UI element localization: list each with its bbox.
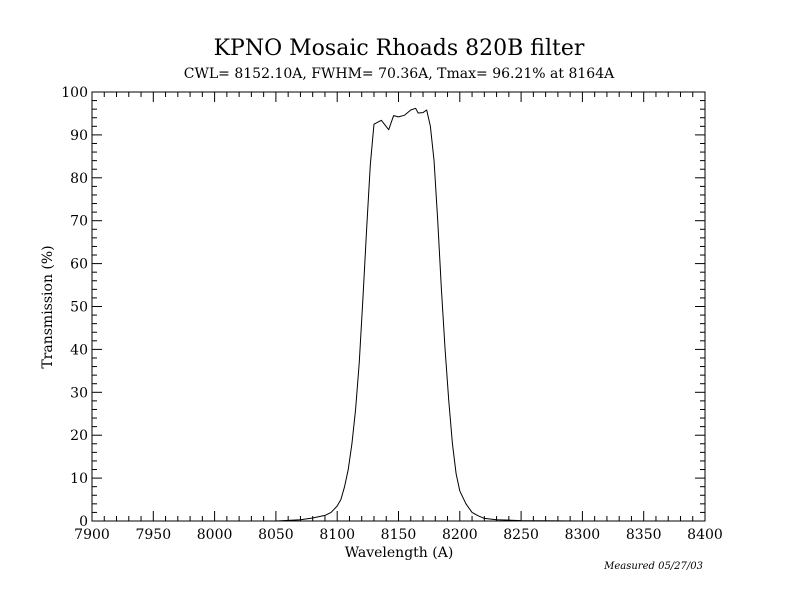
transmission-curve [92,107,705,522]
x-tick-label: 8150 [381,527,417,543]
y-tick-label: 80 [70,171,88,187]
x-tick-label: 8100 [319,527,355,543]
x-tick-label: 8200 [442,527,478,543]
x-tick-label: 7900 [74,527,110,543]
y-tick-label: 50 [70,300,88,316]
x-tick-label: 7950 [135,527,171,543]
measured-date-note: Measured 05/27/03 [603,561,703,572]
series-layer [92,107,705,522]
chart-subtitle: CWL= 8152.10A, FWHM= 70.36A, Tmax= 96.21… [184,66,615,82]
y-tick-label: 20 [70,428,88,444]
y-tick-label: 70 [70,214,88,230]
x-tick-label: 8250 [503,527,539,543]
y-tick-label: 40 [70,342,88,358]
y-tick-label: 30 [70,385,88,401]
y-tick-label: 90 [70,128,88,144]
y-axis-label: Transmission (%) [40,245,56,368]
y-tick-label: 0 [79,514,88,530]
axis-tick-labels: 7900 7950 8000 8050 8100 8150 8200 8250 8300 8350… [61,85,723,543]
x-tick-label: 8350 [626,527,662,543]
axis-ticks [91,91,706,522]
y-tick-label: 60 [70,257,88,273]
x-axis-label: Wavelength (A) [345,545,454,561]
x-tick-label: 8400 [687,527,723,543]
chart-title: KPNO Mosaic Rhoads 820B filter [214,36,585,61]
plot-frame [91,91,706,522]
x-tick-label: 8050 [258,527,294,543]
y-tick-label: 10 [70,471,88,487]
x-tick-label: 8000 [197,527,233,543]
x-tick-label: 8300 [565,527,601,543]
y-tick-label: 100 [61,85,88,101]
